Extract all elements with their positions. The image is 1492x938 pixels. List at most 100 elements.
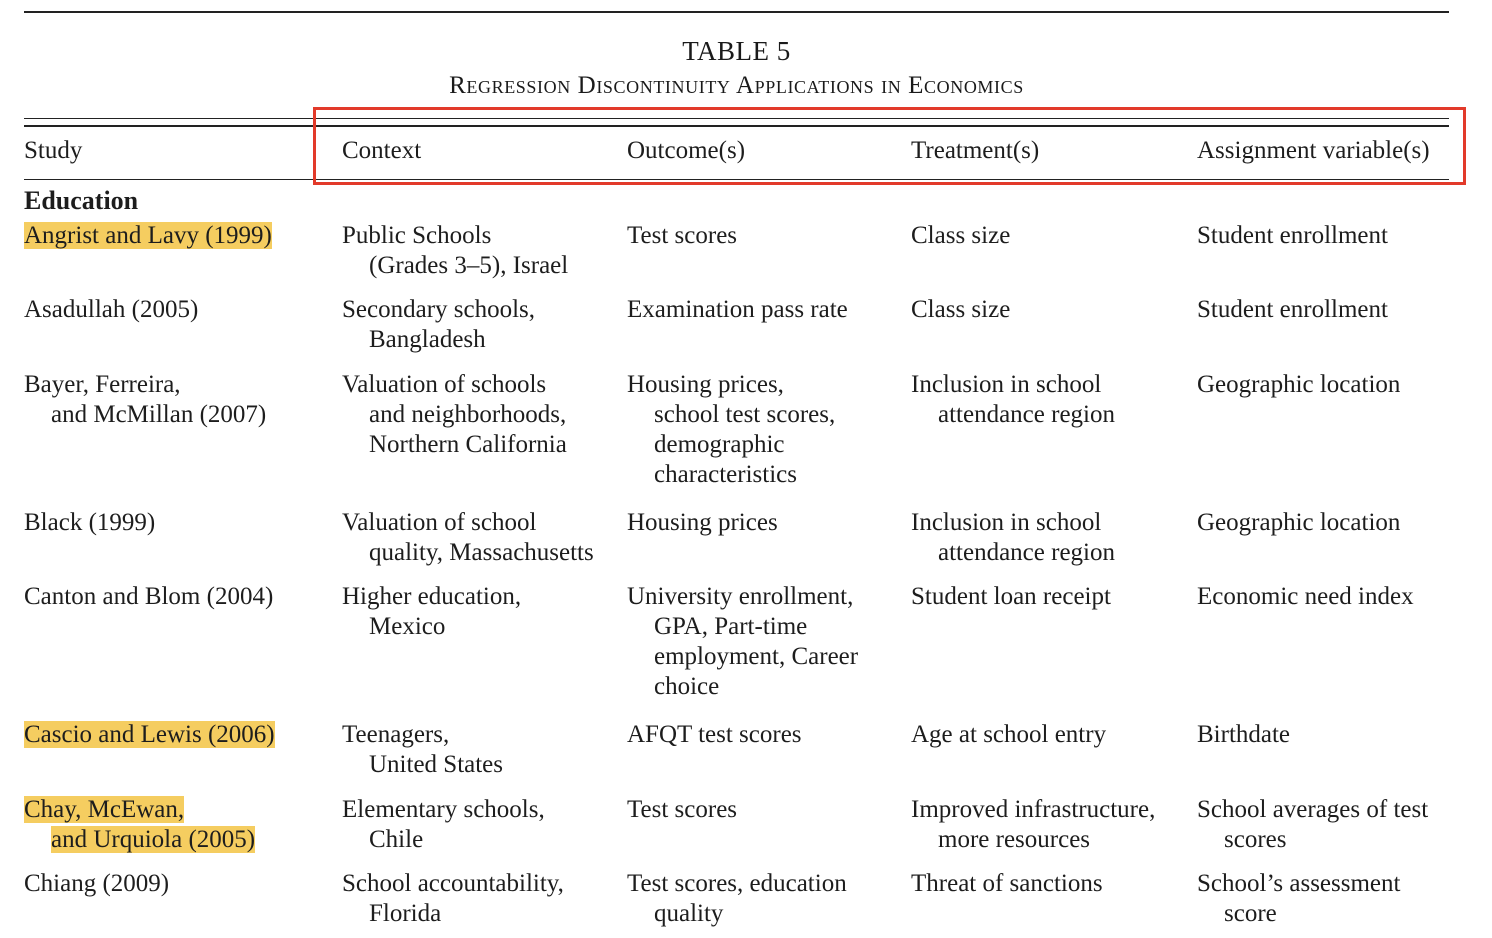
cell-assignment: Geographic location: [1197, 370, 1400, 400]
cell-line: quality: [654, 900, 724, 927]
cell-line: Test scores: [627, 796, 738, 823]
cell-outcome: Housing prices, school test scores, demogr…: [627, 370, 835, 490]
cell-assignment: School averages of test scores: [1197, 795, 1428, 855]
cell-line: GPA, Part-time: [654, 613, 808, 640]
cell-context: Valuation of schools and neighborhoods, No…: [342, 370, 567, 460]
cell-line: Student loan receipt: [911, 583, 1111, 610]
cell-treatment: Improved infrastructure, more resources: [911, 795, 1155, 855]
cell-outcome: Test scores, education quality: [627, 869, 847, 929]
cell-line: Angrist and Lavy (1999): [24, 221, 272, 251]
cell-line: Black (1999): [24, 509, 156, 536]
cell-line: Chay, McEwan,: [24, 795, 255, 825]
cell-line: quality, Massachusetts: [369, 539, 594, 566]
highlighted-text: and Urquiola (2005): [51, 826, 256, 853]
cell-line: Improved infrastructure,: [911, 796, 1156, 823]
cell-line: Class size: [911, 296, 1011, 323]
cell-assignment: Geographic location: [1197, 508, 1400, 538]
header-context: Context: [342, 137, 422, 164]
cell-line: Valuation of schools: [342, 371, 547, 398]
cell-line: Canton and Blom (2004): [24, 583, 274, 610]
cell-outcome: AFQT test scores: [627, 720, 802, 750]
highlighted-text: Angrist and Lavy (1999): [24, 222, 272, 249]
cell-line: and Urquiola (2005): [24, 825, 256, 855]
cell-context: Higher education, Mexico: [342, 582, 521, 642]
cell-line: Valuation of school: [342, 509, 537, 536]
table-number: TABLE 5: [682, 36, 791, 66]
cell-line: Teenagers,: [342, 721, 450, 748]
cell-context: School accountability, Florida: [342, 869, 564, 929]
cell-line: and neighborhoods,: [369, 401, 567, 428]
cell-line: attendance region: [938, 539, 1115, 566]
cell-line: Test scores, education: [627, 870, 847, 897]
cell-outcome: University enrollment, GPA, Part-time empl…: [627, 582, 858, 702]
table-caption: Regression Discontinuity Applications in…: [449, 72, 1024, 99]
header-treatments: Treatment(s): [911, 137, 1040, 164]
cell-line: score: [1224, 900, 1277, 927]
top-rule: [24, 11, 1449, 13]
cell-line: Elementary schools,: [342, 796, 545, 823]
cell-study: Chay, McEwan, and Urquiola (2005): [24, 795, 256, 855]
cell-line: attendance region: [938, 401, 1115, 428]
cell-line: Geographic location: [1197, 371, 1401, 398]
cell-line: School’s assessment: [1197, 870, 1401, 897]
cell-line: Class size: [911, 222, 1011, 249]
highlighted-text: Chay, McEwan,: [24, 796, 185, 823]
cell-line: Economic need index: [1197, 583, 1414, 610]
cell-line: Northern California: [369, 431, 567, 458]
header-outcomes: Outcome(s): [627, 137, 746, 164]
cell-outcome: Examination pass rate: [627, 295, 848, 325]
highlighted-text: Cascio and Lewis (2006): [24, 721, 275, 748]
cell-line: Chile: [369, 826, 424, 853]
header-rule-bottom: [24, 179, 1449, 180]
header-rule-second: [24, 125, 1449, 127]
cell-study: Bayer, Ferreira, and McMillan (2007): [24, 370, 266, 430]
cell-line: Higher education,: [342, 583, 522, 610]
cell-treatment: Class size: [911, 295, 1010, 325]
cell-line: Housing prices: [627, 509, 778, 536]
cell-line: Housing prices,: [627, 371, 784, 398]
cell-study: Cascio and Lewis (2006): [24, 720, 275, 750]
cell-line: Threat of sanctions: [911, 870, 1103, 897]
cell-line: Inclusion in school: [911, 509, 1102, 536]
cell-line: employment, Career: [654, 643, 859, 670]
cell-assignment: Birthdate: [1197, 720, 1290, 750]
cell-context: Teenagers, United States: [342, 720, 503, 780]
cell-line: Age at school entry: [911, 721, 1107, 748]
cell-line: Geographic location: [1197, 509, 1401, 536]
cell-line: University enrollment,: [627, 583, 854, 610]
cell-treatment: Class size: [911, 221, 1010, 251]
cell-line: characteristics: [654, 461, 797, 488]
cell-outcome: Test scores: [627, 795, 737, 825]
cell-line: Chiang (2009): [24, 870, 170, 897]
cell-study: Black (1999): [24, 508, 155, 538]
cell-line: Examination pass rate: [627, 296, 848, 323]
cell-line: (Grades 3–5), Israel: [369, 252, 569, 279]
cell-assignment: Student enrollment: [1197, 295, 1388, 325]
cell-context: Secondary schools, Bangladesh: [342, 295, 535, 355]
cell-study: Angrist and Lavy (1999): [24, 221, 272, 251]
cell-line: Mexico: [369, 613, 446, 640]
cell-study: Asadullah (2005): [24, 295, 198, 325]
header-rule-top: [24, 118, 1449, 119]
annotation-box: [313, 107, 1466, 185]
cell-line: more resources: [938, 826, 1091, 853]
cell-context: Valuation of school quality, Massachusett…: [342, 508, 594, 568]
cell-line: Birthdate: [1197, 721, 1291, 748]
cell-treatment: Inclusion in school attendance region: [911, 508, 1115, 568]
cell-assignment: Student enrollment: [1197, 221, 1388, 251]
cell-study: Canton and Blom (2004): [24, 582, 273, 612]
cell-line: Bayer, Ferreira,: [24, 371, 181, 398]
cell-study: Chiang (2009): [24, 869, 169, 899]
section-heading-education: Education: [24, 186, 139, 215]
cell-outcome: Test scores: [627, 221, 737, 251]
cell-line: Secondary schools,: [342, 296, 536, 323]
cell-line: choice: [654, 673, 720, 700]
cell-context: Public Schools (Grades 3–5), Israel: [342, 221, 568, 281]
header-study: Study: [24, 137, 83, 164]
cell-outcome: Housing prices: [627, 508, 778, 538]
cell-line: scores: [1224, 826, 1287, 853]
cell-line: School accountability,: [342, 870, 564, 897]
cell-line: Test scores: [627, 222, 738, 249]
cell-treatment: Inclusion in school attendance region: [911, 370, 1115, 430]
cell-line: Student enrollment: [1197, 222, 1388, 249]
